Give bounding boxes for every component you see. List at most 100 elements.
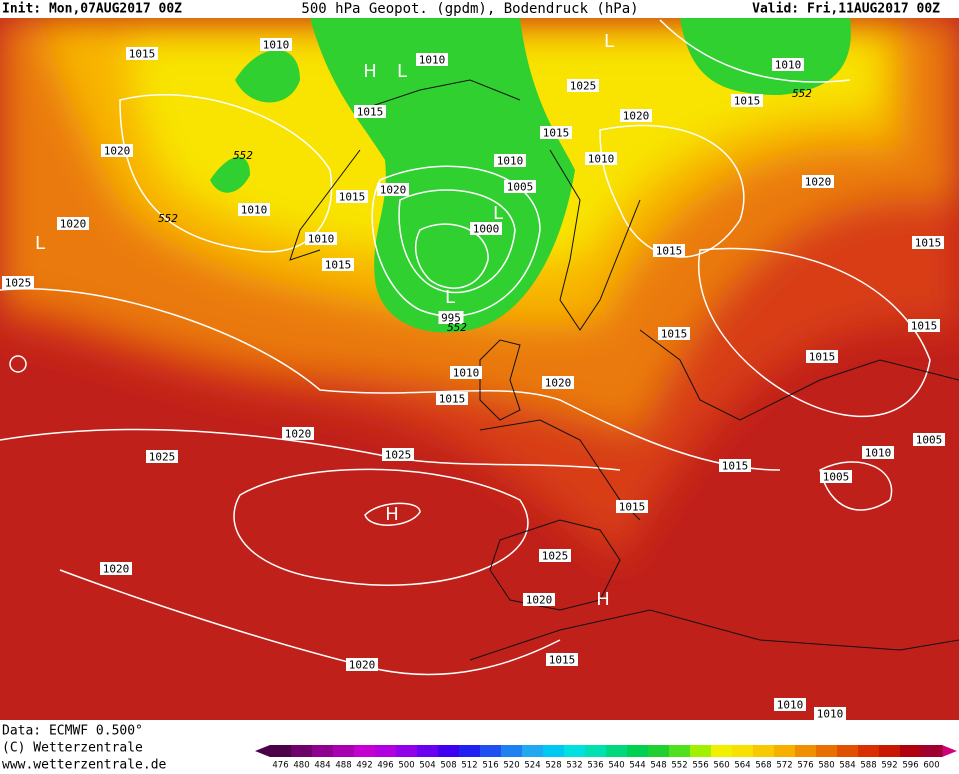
isobar-label: 1005	[823, 471, 850, 484]
init-time: Init: Mon,07AUG2017 00Z	[2, 2, 182, 17]
colorbar-swatch	[291, 745, 313, 757]
isobar-label: 1015	[809, 351, 836, 364]
colorbar-tick-label: 516	[482, 761, 498, 771]
isobar-label: 1020	[349, 659, 376, 672]
colorbar-tick-label: 504	[419, 761, 435, 771]
colorbar-swatch	[312, 745, 334, 757]
label-box	[282, 427, 314, 440]
colorbar-swatch	[627, 745, 649, 757]
label-box	[772, 58, 804, 71]
colorbar-swatch	[375, 745, 397, 757]
colorbar-swatch	[837, 745, 859, 757]
colorbar-swatch	[270, 745, 292, 757]
colorbar-swatch	[690, 745, 712, 757]
isobar-label: 1015	[734, 95, 761, 108]
colorbar-tick-label: 532	[566, 761, 582, 771]
website: www.wetterzentrale.de	[2, 758, 167, 771]
isobar-label: 1025	[385, 449, 412, 462]
colorbar-tick-label: 560	[713, 761, 729, 771]
pressure-center: L	[493, 203, 503, 224]
colorbar-swatch	[438, 745, 460, 757]
colorbar-swatch	[522, 745, 544, 757]
colorbar-tick-label: 512	[461, 761, 477, 771]
label-box	[470, 222, 502, 235]
colorbar-swatch	[333, 745, 355, 757]
label-box	[377, 183, 409, 196]
colorbar-tick-label: 544	[629, 761, 645, 771]
isobar-label: 1010	[775, 59, 802, 72]
isobar-label: 1010	[497, 155, 524, 168]
colorbar-tick-label: 552	[671, 761, 687, 771]
pressure-center: L	[604, 31, 614, 52]
isobar-label: 1015	[543, 127, 570, 140]
colorbar-swatch	[732, 745, 754, 757]
colorbar-tick-label: 576	[797, 761, 813, 771]
isobar-label: 1025	[149, 451, 176, 464]
isobar-label: 1020	[103, 563, 130, 576]
colorbar-swatch	[354, 745, 376, 757]
label-box	[523, 593, 555, 606]
isobar-label: 1015	[325, 259, 352, 272]
label-box	[912, 236, 944, 249]
label-box	[814, 707, 846, 720]
pressure-center: L	[445, 287, 455, 308]
colorbar-tick-label: 596	[902, 761, 918, 771]
label-box	[542, 376, 574, 389]
label-box	[540, 126, 572, 139]
colorbar-swatch	[669, 745, 691, 757]
colorbar-tick-label: 500	[398, 761, 414, 771]
pressure-center: H	[385, 504, 399, 525]
isobar-label: 1015	[357, 106, 384, 119]
colorbar-tick-label: 564	[734, 761, 750, 771]
isobar-label: 1015	[911, 320, 938, 333]
geopotential-label: 552	[447, 321, 467, 334]
colorbar-swatch	[753, 745, 775, 757]
colorbar-arrow	[942, 745, 957, 757]
isobar-label: 1015	[439, 393, 466, 406]
colorbar-tick-label: 488	[335, 761, 351, 771]
pressure-center: H	[596, 589, 610, 610]
isobar-label: 1010	[419, 54, 446, 67]
isobar-label: 1015	[722, 460, 749, 473]
copyright: (C) Wetterzentrale	[2, 741, 143, 756]
isobar-label: 1010	[263, 39, 290, 52]
label-box	[504, 180, 536, 193]
colorbar: 476 480 484 488 492 496 500 504 508 512 516 520 524 5…	[255, 745, 957, 771]
isobar-label: 995	[441, 312, 461, 325]
label-box	[146, 450, 178, 463]
label-box	[416, 53, 448, 66]
isobar-label: 1025	[542, 550, 569, 563]
colorbar-tick-label: 572	[776, 761, 792, 771]
colorbar-tick-label: 536	[587, 761, 603, 771]
colorbar-swatch	[711, 745, 733, 757]
label-box	[436, 392, 468, 405]
label-box	[620, 109, 652, 122]
colorbar-swatch	[585, 745, 607, 757]
isobar-label: 1020	[60, 218, 87, 231]
pressure-center: L	[397, 61, 407, 82]
colorbar-swatch	[480, 745, 502, 757]
label-box	[382, 448, 414, 461]
isobar-label: 1025	[570, 80, 597, 93]
isobar-label: 1015	[129, 48, 156, 61]
colorbar-tick-label: 492	[356, 761, 372, 771]
colorbar-tick-label: 484	[314, 761, 330, 771]
label-box	[539, 549, 571, 562]
label-box	[616, 500, 648, 513]
label-box	[126, 47, 158, 60]
label-box	[546, 653, 578, 666]
label-box	[653, 244, 685, 257]
colorbar-tick-label: 588	[860, 761, 876, 771]
colorbar-swatch	[606, 745, 628, 757]
colorbar-tick-label: 524	[524, 761, 540, 771]
colorbar-tick-label: 528	[545, 761, 561, 771]
colorbar-tick-label: 556	[692, 761, 708, 771]
label-box	[494, 154, 526, 167]
colorbar-arrow	[255, 745, 270, 757]
isobar-label: 1010	[865, 447, 892, 460]
label-box	[260, 38, 292, 51]
colorbar-tick-label: 592	[881, 761, 897, 771]
isobar-label: 1010	[308, 233, 335, 246]
